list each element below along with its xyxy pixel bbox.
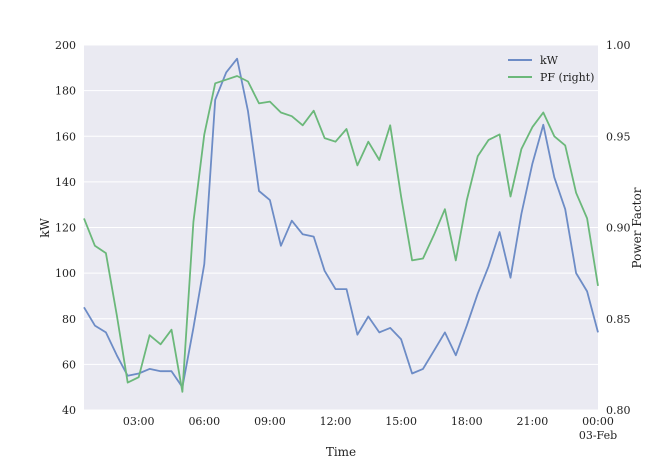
series-lines [83, 57, 599, 393]
x-tick-label: 18:00 [451, 415, 483, 428]
right-axis-ticks: 0.80 0.85 0.90 0.95 1.00 [606, 39, 631, 417]
x-tick-label: 09:00 [254, 415, 286, 428]
x-tick-label: 21:00 [517, 415, 549, 428]
y-right-tick-label: 0.80 [606, 404, 631, 417]
x-tick-label: 00:00 [582, 415, 614, 428]
y-left-tick-label: 80 [62, 313, 76, 326]
x-axis-label: Time [326, 445, 356, 457]
y-left-tick-label: 160 [55, 130, 76, 143]
legend-label-kw: kW [540, 54, 559, 67]
x-tick-label: 12:00 [320, 415, 352, 428]
gridlines [84, 44, 598, 411]
y-left-tick-label: 200 [55, 39, 76, 52]
y-left-tick-label: 60 [62, 358, 76, 371]
y-right-tick-label: 0.90 [606, 222, 631, 235]
y-axis-label-right: Power Factor [630, 187, 644, 268]
y-left-tick-label: 100 [55, 267, 76, 280]
y-axis-label-left: kW [38, 218, 52, 238]
y-left-tick-label: 120 [55, 222, 76, 235]
y-left-tick-label: 180 [55, 85, 76, 98]
x-tick-label: 06:00 [188, 415, 220, 428]
y-right-tick-label: 0.85 [606, 313, 631, 326]
y-left-tick-label: 40 [62, 404, 76, 417]
y-right-tick-label: 0.95 [606, 130, 631, 143]
y-right-tick-label: 1.00 [606, 39, 631, 52]
series-line-pf [83, 75, 599, 393]
legend-label-pf: PF (right) [540, 71, 594, 84]
left-axis-ticks: 40 60 80 100 120 140 160 180 200 [55, 39, 76, 417]
legend: kW PF (right) [508, 54, 594, 84]
series-line-kw [83, 57, 599, 389]
y-left-tick-label: 140 [55, 176, 76, 189]
x-tick-label: 15:00 [385, 415, 417, 428]
x-axis-ticks: 03:00 06:00 09:00 12:00 15:00 18:00 21:00 00:00… [123, 415, 617, 442]
x-tick-label: 03:00 [123, 415, 155, 428]
x-tick-sublabel: 03-Feb [579, 429, 617, 442]
